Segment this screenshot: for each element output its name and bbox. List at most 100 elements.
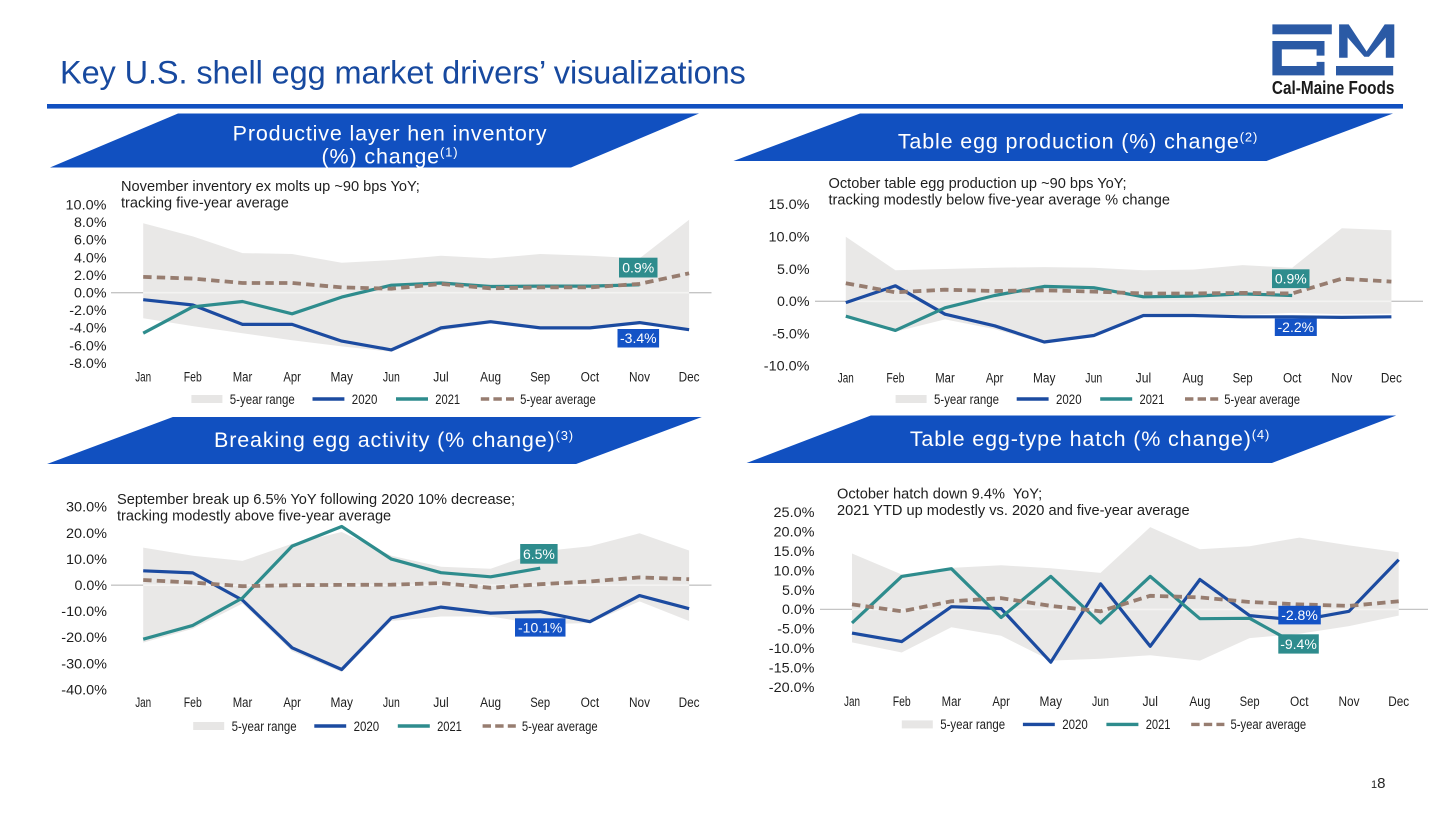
svg-text:5.0%: 5.0% xyxy=(782,583,815,598)
svg-text:-5.0%: -5.0% xyxy=(777,622,814,637)
svg-text:Nov: Nov xyxy=(1339,694,1360,709)
svg-text:May: May xyxy=(330,695,353,710)
svg-text:Oct: Oct xyxy=(581,370,600,385)
svg-text:2021: 2021 xyxy=(1140,392,1165,407)
svg-text:-10.0%: -10.0% xyxy=(61,604,107,619)
svg-text:2020: 2020 xyxy=(1056,392,1082,407)
svg-text:Mar: Mar xyxy=(233,695,253,710)
svg-text:Sep: Sep xyxy=(1233,371,1253,386)
svg-text:15.0%: 15.0% xyxy=(769,197,810,212)
svg-text:-6.0%: -6.0% xyxy=(69,338,106,353)
svg-text:-8.0%: -8.0% xyxy=(69,356,106,371)
svg-text:Sep: Sep xyxy=(1240,694,1260,709)
svg-text:Nov: Nov xyxy=(1331,371,1352,386)
svg-text:0.0%: 0.0% xyxy=(74,286,107,301)
svg-text:-9.4%: -9.4% xyxy=(1280,636,1317,652)
svg-text:-2.2%: -2.2% xyxy=(1278,319,1315,335)
svg-text:5-year average: 5-year average xyxy=(1231,717,1307,732)
svg-text:Jan: Jan xyxy=(135,370,151,385)
svg-text:-3.4%: -3.4% xyxy=(620,330,657,346)
svg-text:5-year range: 5-year range xyxy=(934,392,999,407)
svg-text:Dec: Dec xyxy=(679,370,700,385)
svg-text:Sep: Sep xyxy=(530,695,550,710)
svg-text:10.0%: 10.0% xyxy=(774,563,815,578)
svg-text:-20.0%: -20.0% xyxy=(769,680,815,695)
svg-text:Dec: Dec xyxy=(679,695,700,710)
svg-text:Dec: Dec xyxy=(1381,371,1402,386)
svg-text:-10.0%: -10.0% xyxy=(764,359,810,374)
svg-text:Jul: Jul xyxy=(1136,371,1152,386)
svg-text:May: May xyxy=(1040,694,1063,709)
svg-text:2020: 2020 xyxy=(352,392,378,407)
svg-text:Mar: Mar xyxy=(233,370,253,385)
svg-text:Oct: Oct xyxy=(1290,694,1309,709)
svg-text:Jun: Jun xyxy=(1085,371,1102,386)
svg-text:-30.0%: -30.0% xyxy=(61,656,107,671)
svg-text:-2.8%: -2.8% xyxy=(1281,607,1318,623)
svg-text:5-year average: 5-year average xyxy=(522,719,598,734)
svg-text:Aug: Aug xyxy=(480,370,501,385)
svg-text:May: May xyxy=(1033,371,1056,386)
svg-text:tracking modestly above five-y: tracking modestly above five-year averag… xyxy=(117,509,391,525)
svg-text:0.9%: 0.9% xyxy=(1275,271,1307,287)
svg-text:0.0%: 0.0% xyxy=(777,294,810,309)
svg-text:2.0%: 2.0% xyxy=(74,268,107,283)
svg-text:May: May xyxy=(330,370,353,385)
svg-text:Sep: Sep xyxy=(530,370,550,385)
svg-text:18: 18 xyxy=(1371,775,1385,792)
svg-text:Apr: Apr xyxy=(283,695,301,710)
svg-text:0.9%: 0.9% xyxy=(622,260,654,276)
svg-text:Jul: Jul xyxy=(433,695,449,710)
svg-text:2021 YTD up modestly vs. 2020: 2021 YTD up modestly vs. 2020 and five-y… xyxy=(837,503,1190,519)
svg-text:Jun: Jun xyxy=(383,370,400,385)
svg-text:Cal-Maine Foods: Cal-Maine Foods xyxy=(1272,78,1395,98)
svg-text:Productive layer hen inventory: Productive layer hen inventory xyxy=(233,122,548,146)
svg-text:Feb: Feb xyxy=(886,371,904,386)
svg-text:10.0%: 10.0% xyxy=(769,230,810,245)
svg-text:5.0%: 5.0% xyxy=(777,262,810,277)
svg-text:-10.1%: -10.1% xyxy=(518,619,562,635)
svg-text:(%) change(1): (%) change(1) xyxy=(322,145,459,169)
svg-text:0.0%: 0.0% xyxy=(782,602,815,617)
svg-text:0.0%: 0.0% xyxy=(75,578,108,593)
svg-text:10.0%: 10.0% xyxy=(66,552,107,567)
svg-text:-10.0%: -10.0% xyxy=(769,641,815,656)
svg-text:Oct: Oct xyxy=(1283,371,1302,386)
svg-text:Table egg-type hatch (% change: Table egg-type hatch (% change)(4) xyxy=(910,427,1270,451)
svg-text:2020: 2020 xyxy=(354,719,380,734)
svg-text:October hatch down 9.4% YoY;: October hatch down 9.4% YoY; xyxy=(837,487,1042,503)
svg-text:5-year range: 5-year range xyxy=(940,717,1005,732)
svg-text:November inventory ex molts up: November inventory ex molts up ~90 bps Y… xyxy=(121,179,420,195)
svg-text:-40.0%: -40.0% xyxy=(61,682,107,697)
svg-text:Jul: Jul xyxy=(433,370,449,385)
svg-text:2020: 2020 xyxy=(1062,717,1088,732)
svg-text:2021: 2021 xyxy=(435,392,460,407)
svg-text:20.0%: 20.0% xyxy=(774,525,815,540)
svg-text:Mar: Mar xyxy=(942,694,962,709)
svg-text:Jan: Jan xyxy=(838,371,854,386)
svg-text:6.0%: 6.0% xyxy=(74,233,107,248)
svg-text:-20.0%: -20.0% xyxy=(61,630,107,645)
svg-text:Feb: Feb xyxy=(893,694,911,709)
svg-text:Nov: Nov xyxy=(629,695,650,710)
svg-text:30.0%: 30.0% xyxy=(66,500,107,515)
svg-text:Jan: Jan xyxy=(135,695,151,710)
svg-text:Jul: Jul xyxy=(1142,694,1158,709)
svg-text:Breaking egg activity (% chang: Breaking egg activity (% change)(3) xyxy=(214,428,574,452)
svg-text:-2.0%: -2.0% xyxy=(69,303,106,318)
svg-text:15.0%: 15.0% xyxy=(774,544,815,559)
svg-text:6.5%: 6.5% xyxy=(523,546,555,562)
svg-text:Jan: Jan xyxy=(844,694,860,709)
svg-text:Oct: Oct xyxy=(581,695,600,710)
svg-text:September break up 6.5% YoY fo: September break up 6.5% YoY following 20… xyxy=(117,492,515,508)
svg-text:tracking five-year average: tracking five-year average xyxy=(121,196,289,212)
svg-text:Aug: Aug xyxy=(1189,694,1210,709)
svg-text:20.0%: 20.0% xyxy=(66,526,107,541)
svg-text:Feb: Feb xyxy=(184,370,202,385)
svg-text:5-year average: 5-year average xyxy=(1224,392,1300,407)
svg-text:October table egg production u: October table egg production up ~90 bps … xyxy=(829,176,1127,192)
svg-text:Jun: Jun xyxy=(1092,694,1109,709)
svg-text:Mar: Mar xyxy=(935,371,955,386)
svg-text:tracking modestly below five-y: tracking modestly below five-year averag… xyxy=(829,193,1171,209)
svg-text:5-year range: 5-year range xyxy=(230,392,295,407)
